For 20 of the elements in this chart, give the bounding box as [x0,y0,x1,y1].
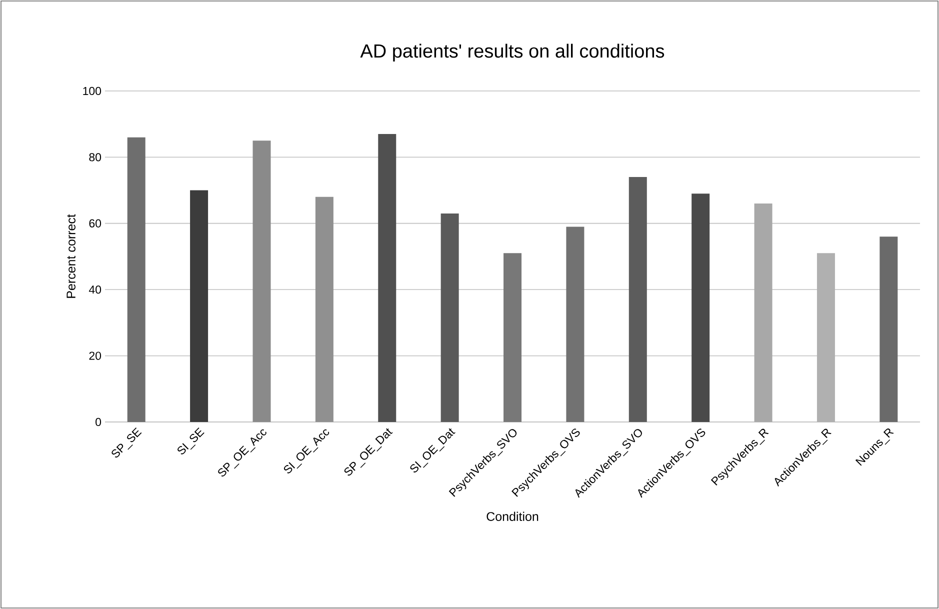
bar [190,190,208,422]
bar [127,137,146,422]
y-tick-label: 80 [89,153,102,162]
bar [504,253,522,422]
bar [566,226,584,422]
y-axis-title: Percent correct [66,214,76,298]
x-axis-title: Condition [486,512,538,521]
y-tick-label: 100 [83,86,102,96]
y-tick-label: 60 [89,219,102,228]
bar [378,134,396,422]
bar [252,140,271,422]
y-tick-label: 40 [88,286,102,294]
bar [315,196,334,422]
y-tick-label: 20 [89,352,102,360]
y-tick-label: 0 [96,418,102,426]
bar [880,236,898,422]
bar [692,194,710,422]
chart-title: AD patients' results on all conditions [360,44,664,62]
bar [440,213,459,422]
bar [628,177,647,422]
